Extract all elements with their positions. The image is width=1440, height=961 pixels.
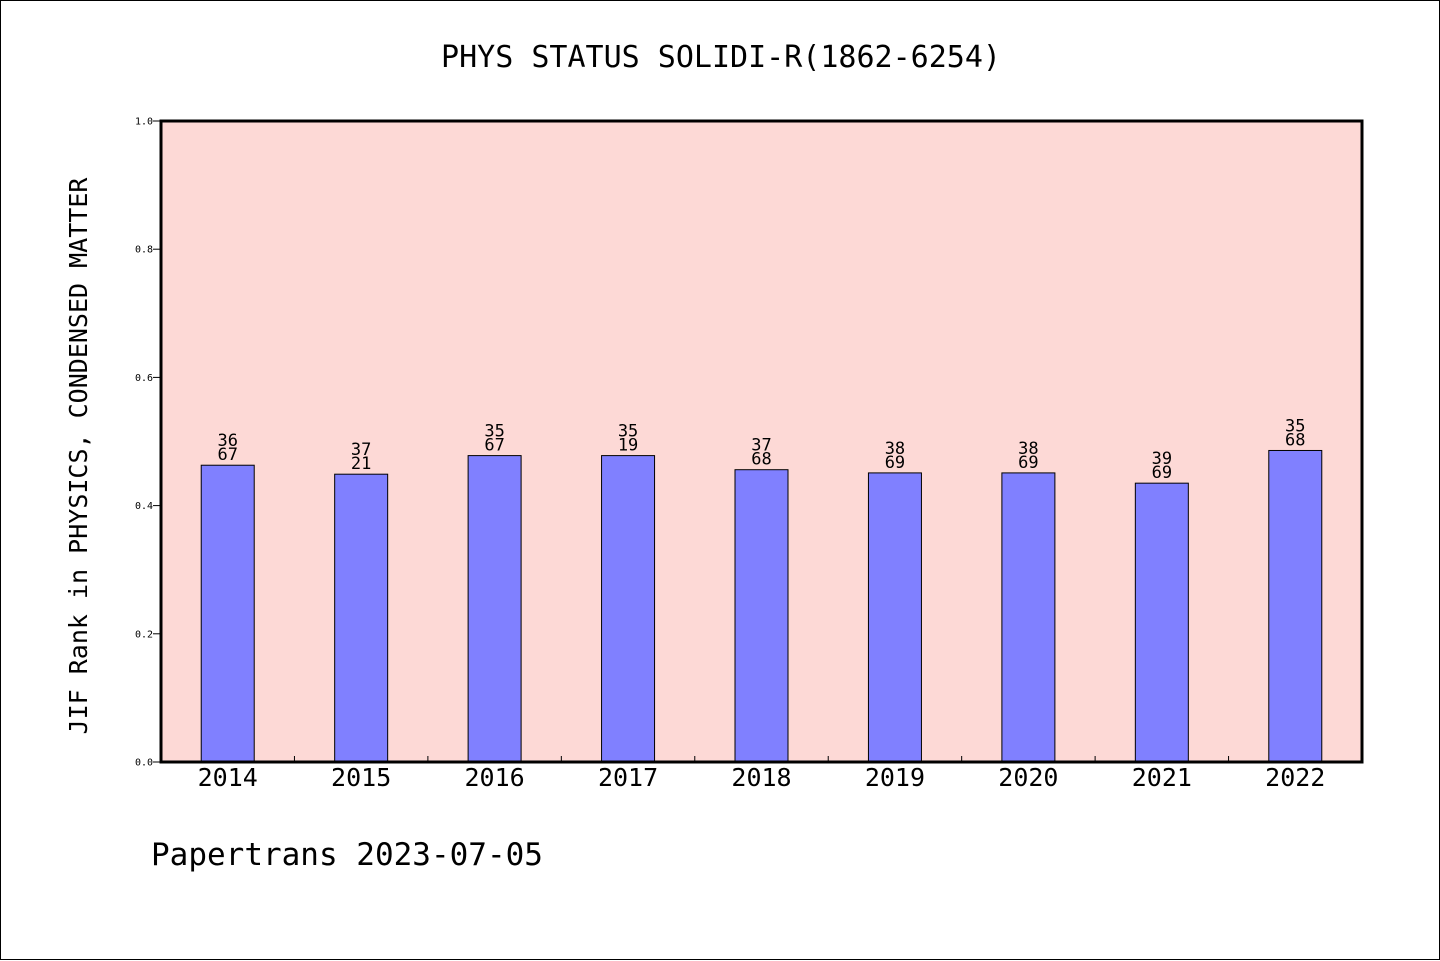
x-tick-label: 2015 (331, 763, 391, 792)
x-tick-label: 2014 (198, 763, 258, 792)
x-tick-label: 2016 (465, 763, 525, 792)
bar-label-top: 36 (217, 431, 237, 451)
bar-label-top: 35 (618, 422, 638, 442)
x-tick-label: 2022 (1265, 763, 1325, 792)
chart-title: PHYS STATUS SOLIDI-R(1862-6254) (441, 40, 1001, 75)
x-tick-label: 2017 (598, 763, 658, 792)
bar-2021 (1134, 482, 1189, 763)
bar-label-bottom: 67 (484, 436, 504, 456)
y-tick-label: 0.8 (135, 245, 153, 256)
plot-border (159, 119, 1364, 764)
x-tick-label: 2018 (731, 763, 791, 792)
y-axis: 0.0 0.2 0.4 0.6 0.8 1.0 (135, 117, 161, 769)
bar-label-top: 38 (1018, 439, 1038, 459)
footer-credit: Papertrans 2023-07-05 (151, 837, 543, 873)
bar-label-bottom: 69 (1152, 463, 1172, 483)
bar-2017 (601, 455, 656, 763)
bar-label-bottom: 68 (751, 450, 771, 470)
bar-label-top: 35 (484, 422, 504, 442)
bar-2018 (734, 469, 789, 763)
bar-label-top: 37 (351, 440, 371, 460)
bar-label-top: 35 (1285, 416, 1305, 436)
bar-label-bottom: 21 (351, 454, 371, 474)
x-tick-label: 2021 (1132, 763, 1192, 792)
bar-label-top: 38 (885, 439, 905, 459)
x-axis: 2014 2015 2016 2017 2018 2019 2020 2021 2022 (198, 756, 1325, 792)
bar-label-bottom: 19 (618, 436, 638, 456)
bar-label-bottom: 69 (885, 453, 905, 473)
bar-label-top: 39 (1152, 449, 1172, 469)
bar-label-bottom: 69 (1018, 453, 1038, 473)
y-tick-label: 0.0 (135, 758, 153, 769)
bar-label-bottom: 67 (217, 445, 237, 465)
x-tick-label: 2020 (998, 763, 1058, 792)
bar-label-bottom: 68 (1285, 430, 1305, 450)
x-tick-label: 2019 (865, 763, 925, 792)
bar-2014 (200, 464, 255, 763)
y-tick-label: 1.0 (135, 117, 153, 128)
bar-2020 (1001, 472, 1056, 763)
bar-2019 (867, 472, 922, 763)
bar-label-top: 37 (751, 436, 771, 456)
bar-2022 (1268, 449, 1323, 763)
bar-2016 (467, 455, 522, 763)
y-tick-label: 0.4 (135, 501, 153, 512)
y-axis-label: JIF Rank in PHYSICS, CONDENSED MATTER (64, 177, 93, 735)
y-tick-label: 0.6 (135, 373, 153, 384)
bar-2015 (334, 473, 389, 763)
y-tick-label: 0.2 (135, 629, 153, 640)
